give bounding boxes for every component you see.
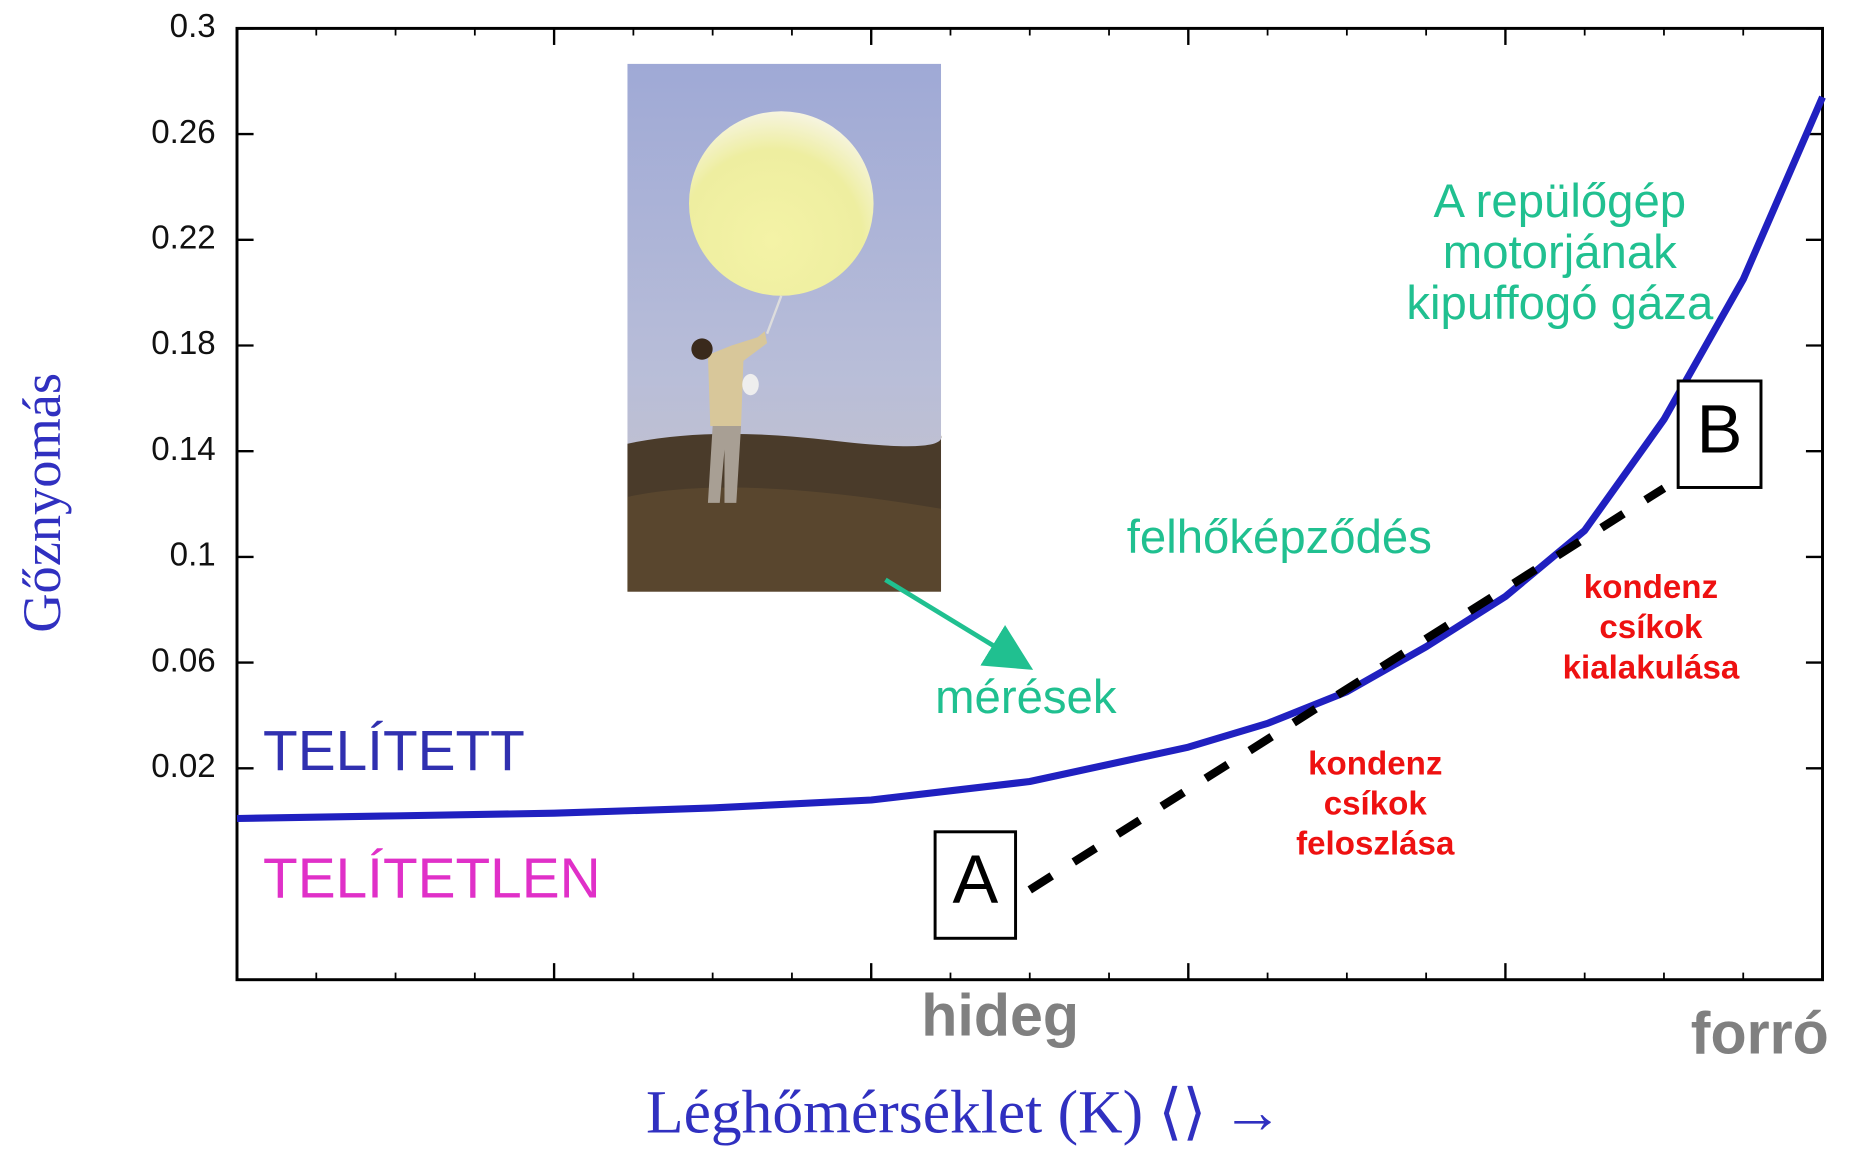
arrow <box>884 577 1034 670</box>
x-axis-label: Léghőmérséklet (K) ⟨⟩ → <box>646 1078 1283 1146</box>
annotation: TELÍTETT <box>263 720 525 783</box>
y-tick-label: 0.26 <box>151 114 215 151</box>
annotation: kondenz <box>1308 745 1442 782</box>
y-tick-label: 0.22 <box>151 220 215 257</box>
label-box <box>933 830 1018 940</box>
y-tick-label: 0.3 <box>170 8 216 45</box>
annotation: mérések <box>935 671 1117 724</box>
y-axis-label: Gőznyomás <box>12 373 72 633</box>
y-tick-label: 0.14 <box>151 431 215 468</box>
y-tick-label: 0.02 <box>151 748 215 785</box>
annotation: kipuffogó gáza <box>1406 277 1714 330</box>
annotation: csíkok <box>1324 786 1428 823</box>
label-box <box>1676 379 1763 489</box>
annotation: A <box>952 841 998 918</box>
annotation: kondenz <box>1584 569 1718 606</box>
annotation: TELÍTETLEN <box>263 848 601 911</box>
y-tick-label: 0.1 <box>170 537 216 574</box>
annotation: forró <box>1691 999 1829 1066</box>
plot-frame <box>235 26 1824 982</box>
minor-ticks <box>315 28 1745 980</box>
annotation: feloszlása <box>1296 826 1455 863</box>
dashed-line <box>1027 484 1667 894</box>
annotation: felhőképződés <box>1127 511 1432 564</box>
annotation: A repülőgép <box>1434 175 1687 228</box>
annotation: motorjának <box>1443 226 1677 279</box>
y-tick-label: 0.06 <box>151 642 215 679</box>
curve <box>236 95 1826 823</box>
photo <box>627 63 942 592</box>
annotation: kialakulása <box>1563 649 1740 686</box>
annotation: hideg <box>921 982 1079 1049</box>
annotation: B <box>1697 390 1743 467</box>
y-tick-label: 0.18 <box>151 325 215 362</box>
annotation: csíkok <box>1599 609 1703 646</box>
